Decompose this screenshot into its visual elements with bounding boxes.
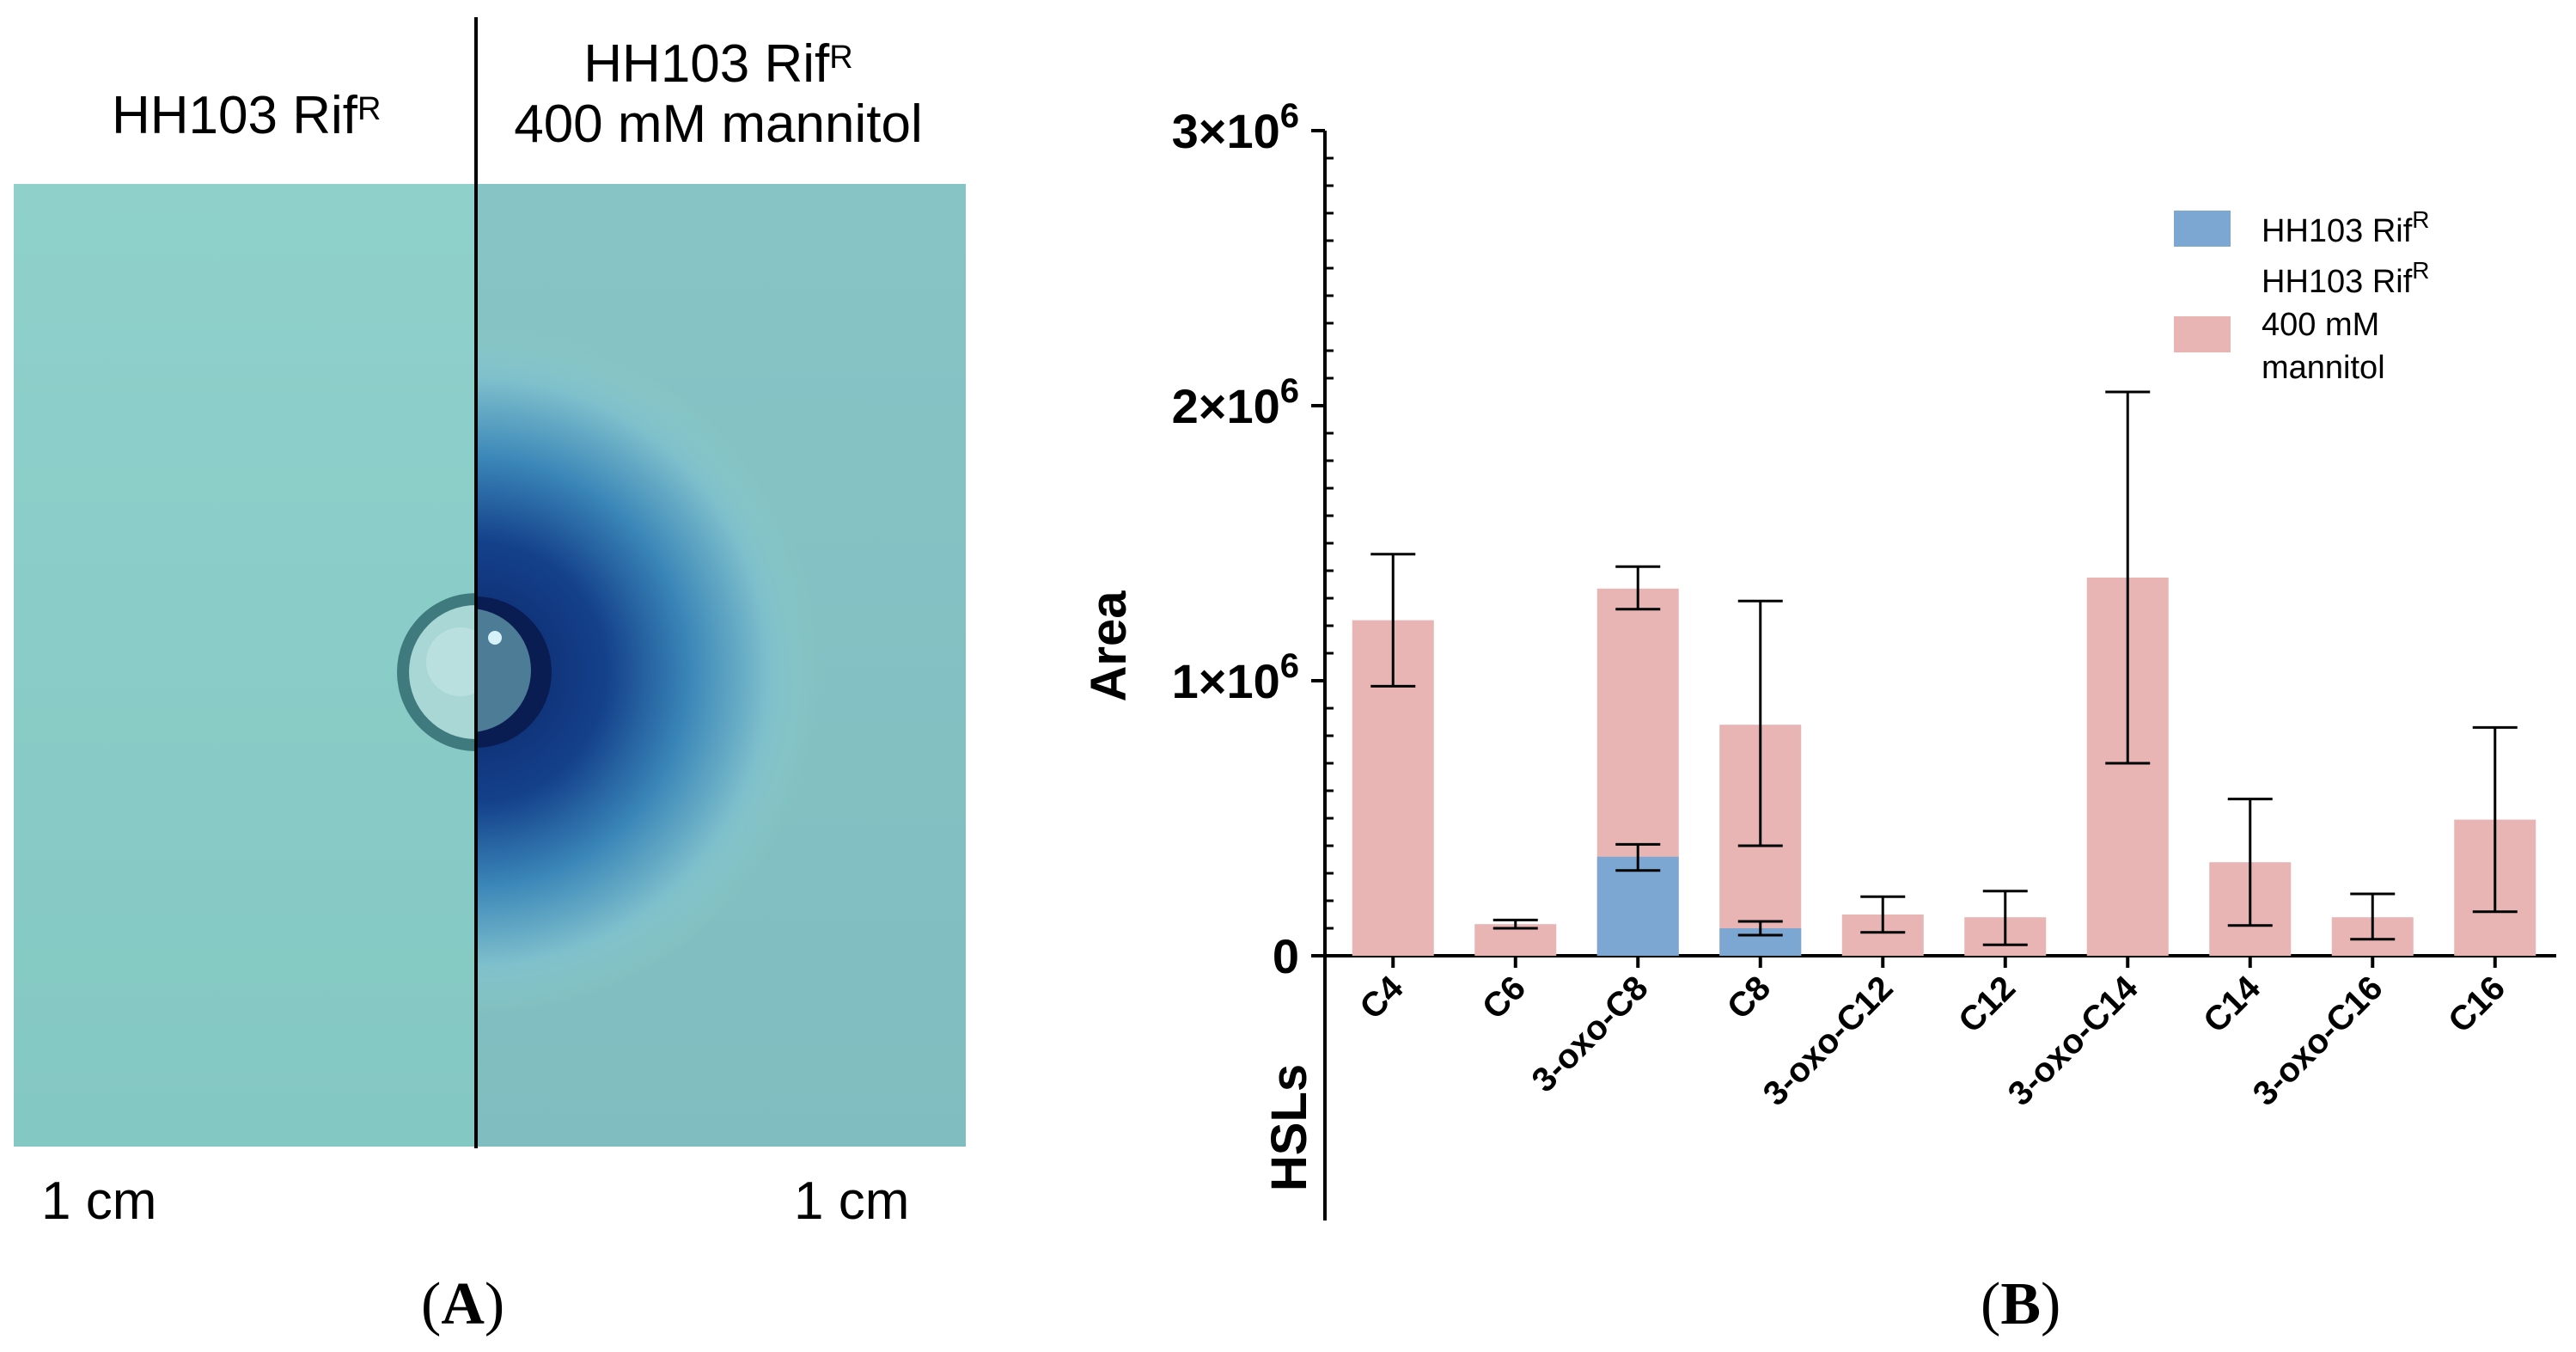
- y-tick-label: 3×106: [1172, 97, 1299, 158]
- x-tick-label: C16: [2441, 969, 2512, 1040]
- x-tick-label: C4: [1352, 969, 1411, 1027]
- scale-label-right: 1 cm: [794, 1172, 910, 1231]
- x-tick-label: C6: [1475, 969, 1533, 1026]
- legend-label-line: 400 mM: [2262, 307, 2379, 343]
- chart-legend: HH103 RifR HH103 RifR 400 mM mannitol: [2174, 206, 2430, 386]
- y-tick-label: 2×106: [1172, 372, 1299, 433]
- chart-error-bars: [1370, 390, 2518, 946]
- legend-label-line: mannitol: [2262, 350, 2385, 386]
- y-axis-title: Area: [1081, 590, 1137, 702]
- error-bar-C6-series-1: [1492, 918, 1538, 930]
- legend-swatch-series-0: [2174, 211, 2231, 247]
- error-bar-C8-series-1: [1737, 599, 1783, 847]
- x-tick-label: 3-oxo-C8: [1524, 969, 1655, 1099]
- bar-3-oxo-C8-series-0: [1596, 856, 1679, 956]
- error-bar-C12-series-1: [1982, 890, 2028, 946]
- x-tick-label: 3-oxo-C12: [1756, 969, 1901, 1113]
- y-tick-label: 0: [1273, 929, 1299, 983]
- error-bar-C16-series-1: [2472, 725, 2518, 914]
- scale-label-left: 1 cm: [41, 1172, 157, 1231]
- panel-b-label: (B): [1981, 1271, 2061, 1337]
- x-tick-label: C14: [2196, 969, 2268, 1041]
- x-tick-label: C12: [1951, 969, 2023, 1040]
- chart-bars: [1352, 578, 2536, 956]
- error-bar-C4-series-1: [1370, 553, 1416, 688]
- error-bar-3-oxo-C16-series-1: [2350, 892, 2396, 941]
- x-tick-label: 3-oxo-C16: [2246, 969, 2390, 1113]
- error-bar-3-oxo-C8-series-1: [1615, 565, 1661, 611]
- legend-swatch-series-1: [2174, 316, 2231, 352]
- panel-a-left-header: HH103 RifR: [112, 86, 382, 145]
- error-bar-3-oxo-C14-series-1: [2105, 390, 2151, 765]
- x-tick-label: 3-oxo-C14: [2001, 969, 2146, 1113]
- error-bar-C14-series-1: [2227, 798, 2273, 927]
- panel-a-label: (A): [421, 1271, 505, 1337]
- panel-a-right-header: HH103 RifR 400 mM mannitol: [514, 34, 923, 154]
- error-bar-C8-series-0: [1737, 920, 1783, 937]
- x-axis-title: HSLs: [1261, 1064, 1317, 1191]
- y-tick-label: 1×106: [1172, 647, 1299, 708]
- legend-label-series-0: HH103 RifR: [2262, 206, 2430, 249]
- stain-halo: [476, 303, 854, 1042]
- legend-label-series-1: HH103 RifR: [2262, 257, 2430, 300]
- panel-a-plate-photo: [14, 17, 966, 1148]
- x-tick-label: C8: [1720, 969, 1778, 1026]
- error-bar-3-oxo-C12-series-1: [1860, 895, 1906, 934]
- error-bar-3-oxo-C8-series-0: [1615, 842, 1661, 872]
